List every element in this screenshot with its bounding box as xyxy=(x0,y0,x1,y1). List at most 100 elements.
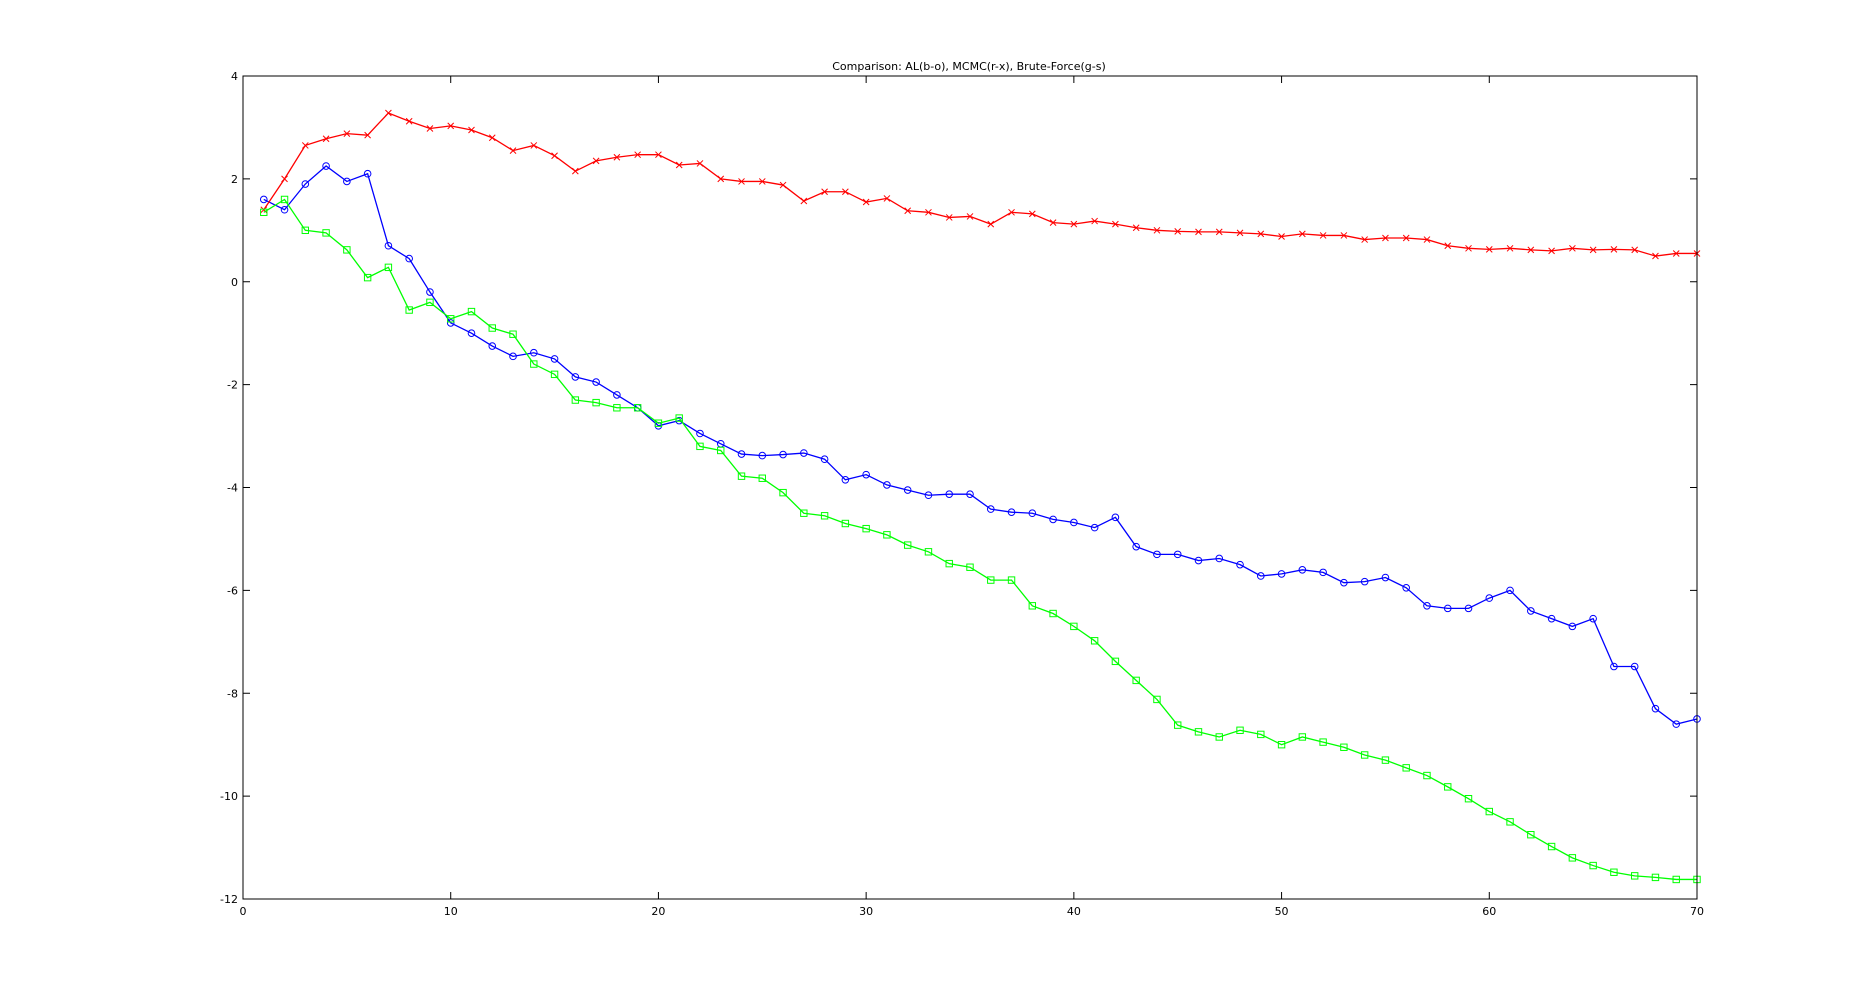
data-point-bruteforce-9 xyxy=(426,298,434,307)
data-point-al-45 xyxy=(1173,550,1182,559)
data-point-al-31 xyxy=(883,481,891,489)
data-point-al-10 xyxy=(446,319,455,327)
data-point-al-25 xyxy=(758,451,767,460)
data-point-al-49 xyxy=(1257,572,1265,580)
data-point-al-30 xyxy=(862,470,870,479)
data-point-bruteforce-51 xyxy=(1298,733,1307,741)
series-line-mcmc xyxy=(263,112,1697,257)
data-point-mcmc-57 xyxy=(1423,236,1431,243)
data-point-bruteforce-54 xyxy=(1360,751,1369,759)
data-point-mcmc-48 xyxy=(1236,229,1244,237)
data-point-mcmc-14 xyxy=(530,142,538,149)
y-tick-label--6: -6 xyxy=(227,584,238,597)
series-layer xyxy=(259,109,1701,884)
data-point-bruteforce-43 xyxy=(1132,676,1140,685)
data-point-mcmc-31 xyxy=(883,195,891,202)
data-point-al-11 xyxy=(467,329,476,337)
data-point-bruteforce-13 xyxy=(509,330,517,338)
y-tick-label--2: -2 xyxy=(227,379,238,392)
data-point-bruteforce-45 xyxy=(1174,721,1182,729)
data-point-al-7 xyxy=(384,241,393,250)
data-point-al-9 xyxy=(426,288,434,296)
data-point-bruteforce-15 xyxy=(550,370,559,379)
data-point-mcmc-35 xyxy=(966,213,974,220)
data-point-mcmc-39 xyxy=(1049,219,1057,226)
data-point-al-52 xyxy=(1319,568,1327,577)
data-point-mcmc-20 xyxy=(655,151,662,159)
data-point-bruteforce-14 xyxy=(530,360,538,368)
data-point-bruteforce-16 xyxy=(571,396,580,404)
data-point-mcmc-51 xyxy=(1298,230,1306,238)
data-point-bruteforce-58 xyxy=(1444,783,1452,791)
data-point-mcmc-16 xyxy=(571,167,579,175)
data-point-mcmc-17 xyxy=(592,157,600,165)
data-point-bruteforce-11 xyxy=(467,307,476,316)
data-point-mcmc-13 xyxy=(509,147,517,154)
data-point-bruteforce-34 xyxy=(945,559,953,568)
data-point-al-13 xyxy=(509,352,517,361)
data-point-bruteforce-63 xyxy=(1547,842,1556,851)
data-point-al-50 xyxy=(1277,570,1286,578)
data-point-mcmc-9 xyxy=(426,125,434,132)
data-point-bruteforce-5 xyxy=(343,246,351,254)
data-point-bruteforce-52 xyxy=(1319,738,1327,746)
data-point-al-59 xyxy=(1464,604,1473,613)
data-point-bruteforce-39 xyxy=(1049,609,1057,618)
data-point-mcmc-37 xyxy=(1008,208,1015,216)
data-point-mcmc-27 xyxy=(800,197,808,205)
data-point-bruteforce-29 xyxy=(841,519,850,528)
data-point-al-39 xyxy=(1049,515,1057,524)
y-tick-label--8: -8 xyxy=(227,687,238,700)
data-point-mcmc-33 xyxy=(925,208,932,216)
data-point-mcmc-38 xyxy=(1028,210,1036,218)
data-point-mcmc-49 xyxy=(1257,230,1265,238)
data-point-al-6 xyxy=(363,169,372,178)
y-tick-label--4: -4 xyxy=(227,482,238,495)
x-tick-label-30: 30 xyxy=(859,905,873,918)
data-point-al-60 xyxy=(1485,594,1494,602)
data-point-al-28 xyxy=(820,455,829,464)
x-tick-label-70: 70 xyxy=(1690,905,1704,918)
data-point-al-22 xyxy=(696,429,704,438)
data-point-mcmc-4 xyxy=(322,135,330,143)
y-tick-label-4: 4 xyxy=(231,70,238,83)
data-point-al-53 xyxy=(1340,578,1348,587)
y-tick-label--10: -10 xyxy=(220,790,238,803)
data-point-al-18 xyxy=(613,391,621,399)
data-point-mcmc-12 xyxy=(488,134,496,142)
data-point-al-16 xyxy=(571,373,580,381)
x-tick-label-40: 40 xyxy=(1067,905,1081,918)
chart-title: Comparison: AL(b-o), MCMC(r-x), Brute-Fo… xyxy=(832,60,1106,73)
data-point-mcmc-52 xyxy=(1319,232,1327,239)
data-point-al-38 xyxy=(1028,509,1037,518)
series-bruteforce xyxy=(260,195,1701,884)
data-point-mcmc-24 xyxy=(738,178,745,185)
y-tick-label-2: 2 xyxy=(231,173,238,186)
data-point-mcmc-67 xyxy=(1631,246,1639,254)
data-point-al-61 xyxy=(1506,586,1514,595)
data-point-mcmc-45 xyxy=(1174,227,1182,235)
data-point-al-4 xyxy=(322,162,330,170)
data-point-mcmc-10 xyxy=(447,122,455,130)
data-point-mcmc-30 xyxy=(862,198,870,206)
data-point-mcmc-19 xyxy=(634,151,642,159)
axes: 0 10 20 30 40 50 60 70 -12 -10 -8 -6 -4 -2 0 2 4 xyxy=(220,70,1704,918)
data-point-bruteforce-35 xyxy=(966,563,974,571)
data-point-mcmc-65 xyxy=(1589,246,1597,254)
data-point-mcmc-15 xyxy=(551,152,558,160)
data-point-mcmc-26 xyxy=(779,181,787,189)
data-point-bruteforce-7 xyxy=(384,263,393,272)
data-point-al-34 xyxy=(945,490,954,498)
data-point-al-63 xyxy=(1547,614,1556,623)
data-point-al-42 xyxy=(1111,513,1120,522)
data-point-mcmc-7 xyxy=(385,109,392,117)
data-point-bruteforce-47 xyxy=(1215,733,1223,741)
data-point-bruteforce-8 xyxy=(405,306,413,314)
data-point-mcmc-36 xyxy=(987,220,995,228)
data-point-al-15 xyxy=(550,355,559,363)
data-point-mcmc-23 xyxy=(717,175,725,183)
data-point-bruteforce-62 xyxy=(1527,831,1535,839)
data-point-bruteforce-31 xyxy=(883,531,891,539)
